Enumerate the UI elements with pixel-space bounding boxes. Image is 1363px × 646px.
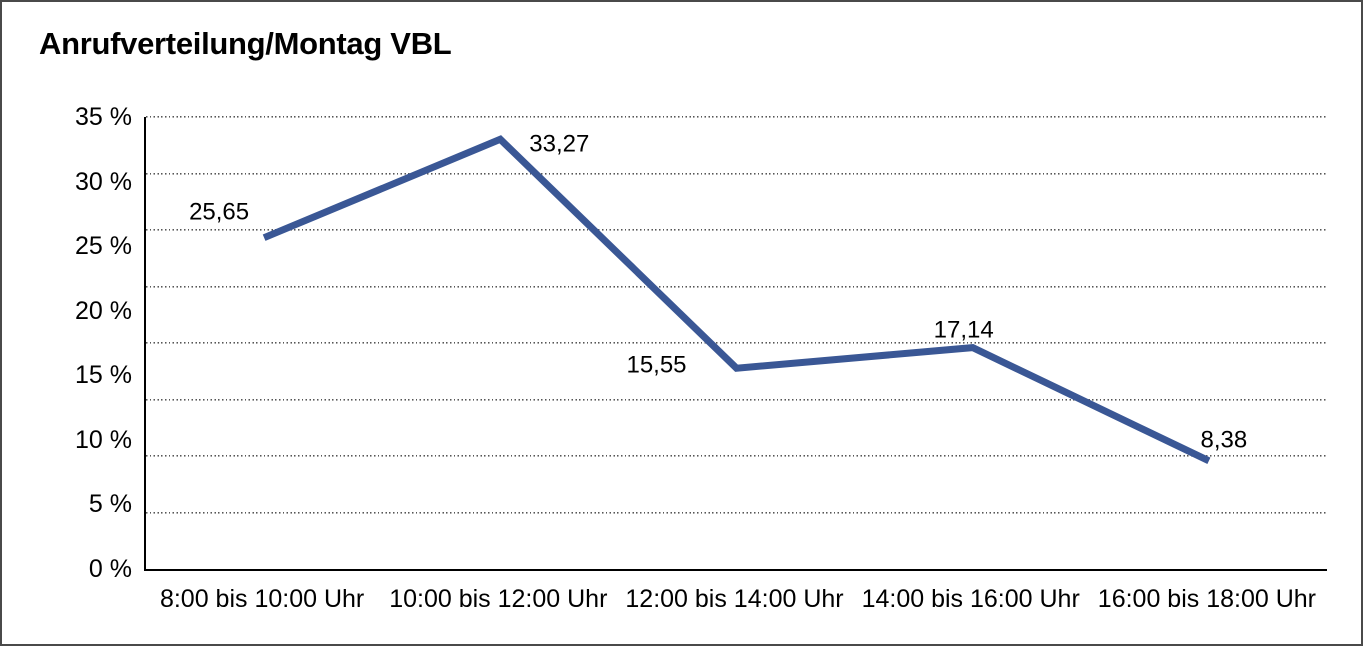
y-axis-tick-label: 35 %: [75, 103, 132, 131]
y-axis-tick-label: 15 %: [75, 361, 132, 390]
chart-title: Anrufverteilung/Montag VBL: [39, 26, 452, 61]
data-point-label: 15,55: [626, 351, 687, 379]
gridline: [146, 285, 1327, 288]
x-axis-tick-label: 8:00 bis 10:00 Uhr: [159, 585, 365, 613]
x-axis-tick-label: 10:00 bis 12:00 Uhr: [389, 585, 608, 613]
data-point-label: 25,65: [189, 198, 250, 226]
plot-area: [144, 116, 1327, 571]
y-axis-tick-label: 25 %: [75, 232, 132, 261]
data-point-label: 8,38: [1200, 426, 1248, 454]
x-axis-tick-label: 12:00 bis 14:00 Uhr: [625, 585, 844, 613]
gridline: [146, 116, 1327, 118]
data-point-label: 17,14: [933, 316, 994, 344]
data-line: [262, 135, 1211, 464]
gridline: [146, 229, 1327, 231]
y-axis-tick-label: 10 %: [75, 425, 132, 454]
gridline: [146, 172, 1327, 175]
x-axis-tick-label: 14:00 bis 16:00 Uhr: [861, 585, 1080, 613]
gridline: [146, 342, 1327, 344]
x-axis-tick-label: 16:00 bis 18:00 Uhr: [1097, 585, 1316, 613]
y-axis-tick-label: 5 %: [88, 490, 132, 519]
y-axis-tick-label: 30 %: [75, 167, 132, 196]
line-chart-canvas: [262, 135, 1211, 464]
gridline: [146, 511, 1327, 514]
gridline: [146, 455, 1327, 457]
y-axis-tick-label: 0 %: [88, 555, 132, 583]
data-point-label: 33,27: [529, 130, 590, 158]
y-axis-tick-label: 20 %: [75, 296, 132, 325]
gridline: [146, 398, 1327, 401]
